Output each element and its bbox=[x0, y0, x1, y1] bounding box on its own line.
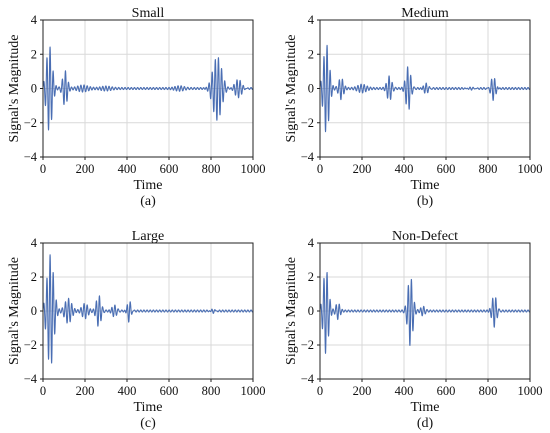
x-tick-label: 0 bbox=[40, 162, 46, 176]
x-axis-label: Time bbox=[410, 400, 439, 415]
x-tick-label: 0 bbox=[317, 162, 323, 176]
x-tick-label: 0 bbox=[317, 384, 323, 398]
x-tick-label: 800 bbox=[479, 162, 498, 176]
y-axis-label: Signal's Magnitude bbox=[7, 257, 22, 365]
x-tick-label: 800 bbox=[202, 384, 221, 398]
panel-caption: (d) bbox=[417, 416, 434, 431]
y-tick-label: −4 bbox=[301, 150, 315, 164]
y-tick-label: 2 bbox=[308, 270, 314, 284]
x-tick-label: 600 bbox=[160, 162, 179, 176]
x-tick-label: 1000 bbox=[241, 162, 266, 176]
x-tick-label: 600 bbox=[437, 384, 456, 398]
x-tick-label: 400 bbox=[395, 384, 414, 398]
y-tick-label: −4 bbox=[24, 372, 38, 386]
x-tick-label: 400 bbox=[395, 162, 414, 176]
y-tick-label: 0 bbox=[31, 82, 37, 96]
x-axis-label: Time bbox=[133, 400, 162, 415]
chart-title: Non-Defect bbox=[392, 229, 458, 244]
y-tick-label: 0 bbox=[308, 304, 314, 318]
x-tick-label: 1000 bbox=[518, 162, 543, 176]
panel-caption: (b) bbox=[417, 194, 434, 209]
x-tick-label: 200 bbox=[76, 384, 95, 398]
chart-panel-2: 0 200 400 600 800 1000 4 2 0 −2 −4 Medium Time Signal… bbox=[284, 6, 543, 209]
x-tick-label: 800 bbox=[479, 384, 498, 398]
panel-caption: (a) bbox=[140, 194, 156, 209]
y-tick-label: 0 bbox=[308, 82, 314, 96]
x-tick-label: 200 bbox=[353, 162, 372, 176]
x-tick-label: 200 bbox=[76, 162, 95, 176]
signal-line bbox=[42, 46, 254, 131]
chart-title: Medium bbox=[401, 6, 449, 21]
y-tick-label: 0 bbox=[31, 304, 37, 318]
x-axis-label: Time bbox=[410, 178, 439, 193]
y-axis-label: Signal's Magnitude bbox=[284, 35, 299, 143]
panel-caption: (c) bbox=[140, 416, 156, 431]
chart-panel-1: 0 200 400 600 800 1000 4 2 0 −2 −4 Small Time Signal'… bbox=[7, 6, 266, 209]
y-tick-label: −2 bbox=[301, 338, 314, 352]
x-tick-label: 1000 bbox=[518, 384, 543, 398]
y-tick-label: 2 bbox=[308, 47, 314, 61]
x-tick-label: 400 bbox=[118, 162, 137, 176]
x-tick-label: 1000 bbox=[241, 384, 266, 398]
y-tick-label: −2 bbox=[24, 338, 37, 352]
y-tick-label: −2 bbox=[24, 116, 37, 130]
signal-line bbox=[319, 271, 531, 354]
x-tick-label: 800 bbox=[202, 162, 221, 176]
y-tick-label: 4 bbox=[31, 13, 38, 27]
chart-panel-3: 0 200 400 600 800 1000 4 2 0 −2 −4 Large Time Signal'… bbox=[7, 229, 266, 431]
x-tick-label: 400 bbox=[118, 384, 137, 398]
signal-line bbox=[42, 254, 254, 364]
y-tick-label: 4 bbox=[31, 236, 38, 250]
y-tick-label: 2 bbox=[31, 47, 37, 61]
x-tick-label: 0 bbox=[40, 384, 46, 398]
y-tick-label: −4 bbox=[24, 150, 38, 164]
chart-title: Small bbox=[132, 6, 165, 21]
chart-panel-4: 0 200 400 600 800 1000 4 2 0 −2 −4 Non-Defect Time Si… bbox=[284, 229, 543, 431]
signal-line bbox=[319, 44, 531, 133]
y-tick-label: −2 bbox=[301, 116, 314, 130]
y-tick-label: 2 bbox=[31, 270, 37, 284]
x-axis-label: Time bbox=[133, 178, 162, 193]
x-tick-label: 600 bbox=[160, 384, 179, 398]
x-tick-label: 600 bbox=[437, 162, 456, 176]
y-tick-label: 4 bbox=[308, 236, 315, 250]
chart-title: Large bbox=[132, 229, 164, 244]
y-tick-label: −4 bbox=[301, 372, 315, 386]
x-tick-label: 200 bbox=[353, 384, 372, 398]
y-axis-label: Signal's Magnitude bbox=[7, 35, 22, 143]
y-tick-label: 4 bbox=[308, 13, 315, 27]
y-axis-label: Signal's Magnitude bbox=[284, 257, 299, 365]
